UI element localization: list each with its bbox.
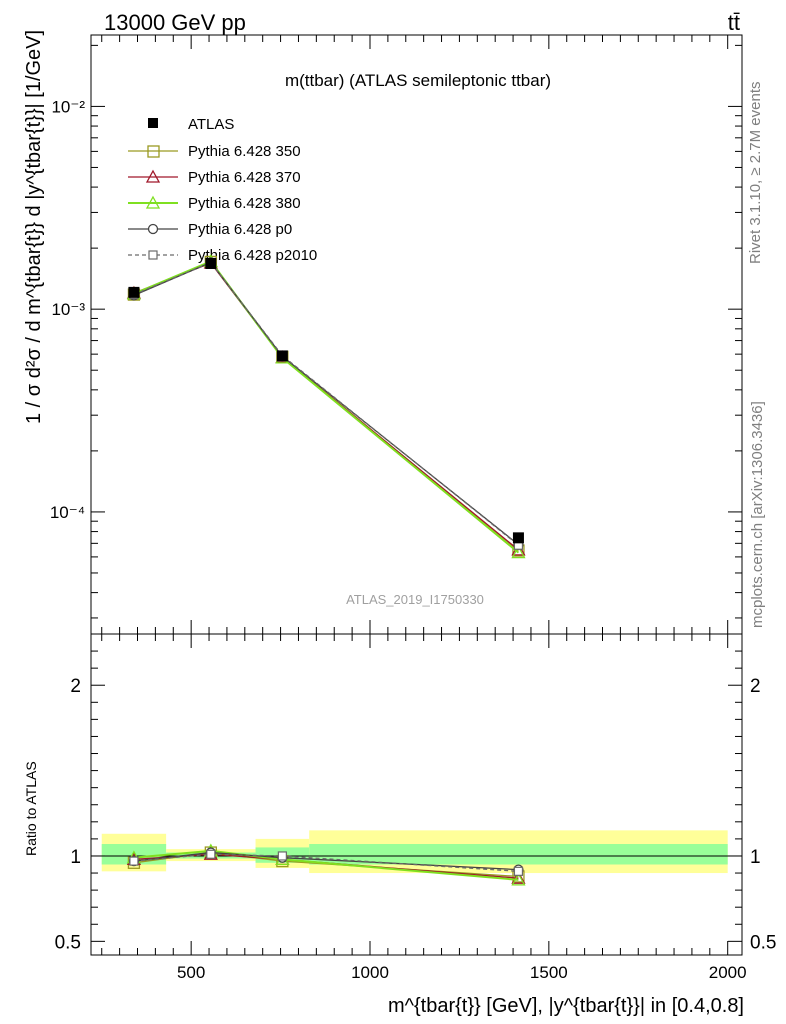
- header-right-label: tt̄: [728, 10, 740, 35]
- legend-marker-380: [145, 195, 161, 209]
- main-ylabel: 1 / σ d²σ / d m^{tbar{t}} d |y^{tbar{t}}…: [23, 30, 45, 424]
- legend-marker-p0: [147, 223, 159, 235]
- legend-marker-atlas: [148, 118, 158, 128]
- ratio-ytick-label-left-2: 2: [70, 676, 81, 697]
- ratio-series-layer: [126, 843, 526, 886]
- ratio-series-2-point-3: [511, 872, 526, 886]
- main-series-3-line: [133, 260, 520, 554]
- ratio-ytick-label-right-1: 1: [750, 847, 761, 868]
- legend-label-370: Pythia 6.428 370: [188, 169, 301, 186]
- ratio-series-4-point-1: [206, 849, 216, 859]
- legend-item-380: Pythia 6.428 380: [128, 195, 301, 212]
- ratio-xtick-label-1: 1000: [351, 963, 389, 982]
- rivet-label: Rivet 3.1.10, ≥ 2.7M events: [747, 82, 764, 265]
- ratio-ytick-label-left-0: 0.5: [55, 932, 81, 953]
- main-series-2-line: [133, 262, 519, 551]
- main-series-3-point-3: [511, 545, 526, 559]
- ratio-series-4-point-0: [129, 856, 139, 866]
- xlabel: m^{tbar{t}} [GeV], |y^{tbar{t}}| in [0.4…: [388, 995, 744, 1017]
- legend-marker-370: [145, 169, 161, 183]
- mcplots-label: mcplots.cern.ch [arXiv:1306.3436]: [749, 401, 766, 628]
- legend-marker-p2010: [148, 250, 158, 260]
- analysis-watermark: ATLAS_2019_I1750330: [346, 592, 484, 607]
- ratio-series-4-line: [133, 853, 519, 872]
- ratio-frame: [90, 633, 743, 956]
- main-series-5-line: [133, 261, 519, 546]
- legend-label-350: Pythia 6.428 350: [188, 143, 301, 160]
- ratio-xtick-label-0: 500: [177, 963, 205, 982]
- legend-label-p2010: Pythia 6.428 p2010: [188, 247, 317, 264]
- legend-item-atlas: ATLAS: [148, 116, 234, 133]
- main-series-0-point-2: [276, 350, 288, 362]
- legend-label-380: Pythia 6.428 380: [188, 195, 301, 212]
- main-series-1-line: [133, 261, 519, 552]
- ratio-uncertainty-bands: [91, 830, 742, 874]
- legend-item-p0: Pythia 6.428 p0: [128, 221, 292, 238]
- ratio-series-1-point-3: [511, 870, 526, 884]
- legend: ATLAS Pythia 6.428 350 Pythia 6.428 370 …: [128, 116, 317, 264]
- main-series-0-point-3: [512, 532, 524, 544]
- ratio-ytick-label-right-0: 0.5: [750, 932, 776, 953]
- legend-item-370: Pythia 6.428 370: [128, 169, 301, 186]
- legend-label-p0: Pythia 6.428 p0: [188, 221, 292, 238]
- header-left-label: 13000 GeV pp: [104, 10, 246, 35]
- main-title: m(ttbar) (ATLAS semileptonic ttbar): [285, 71, 551, 90]
- legend-item-350: Pythia 6.428 350: [128, 143, 301, 160]
- ratio-ytick-label-right-2: 2: [750, 676, 761, 697]
- legend-marker-350: [147, 145, 160, 158]
- ratio-series-4-point-2: [277, 851, 287, 861]
- main-ytick-label-0: 10⁻⁴: [50, 503, 85, 522]
- main-axes: 10⁻⁴ 10⁻³ 10⁻²: [50, 35, 742, 634]
- ratio-xtick-label-2: 1500: [530, 963, 568, 982]
- main-series-0-point-0: [128, 286, 140, 298]
- ratio-ytick-label-left-1: 1: [70, 847, 81, 868]
- legend-label-atlas: ATLAS: [188, 116, 234, 133]
- main-series-layer: [126, 254, 526, 559]
- main-ytick-label-1: 10⁻³: [51, 300, 85, 319]
- ratio-xtick-label-3: 2000: [709, 963, 747, 982]
- main-ytick-label-2: 10⁻²: [51, 97, 85, 116]
- inner-band-3: [309, 844, 728, 865]
- legend-item-p2010: Pythia 6.428 p2010: [128, 247, 317, 264]
- main-series-0-point-1: [205, 257, 217, 269]
- ratio-ylabel: Ratio to ATLAS: [23, 761, 39, 856]
- ratio-series-4-point-3: [513, 866, 524, 876]
